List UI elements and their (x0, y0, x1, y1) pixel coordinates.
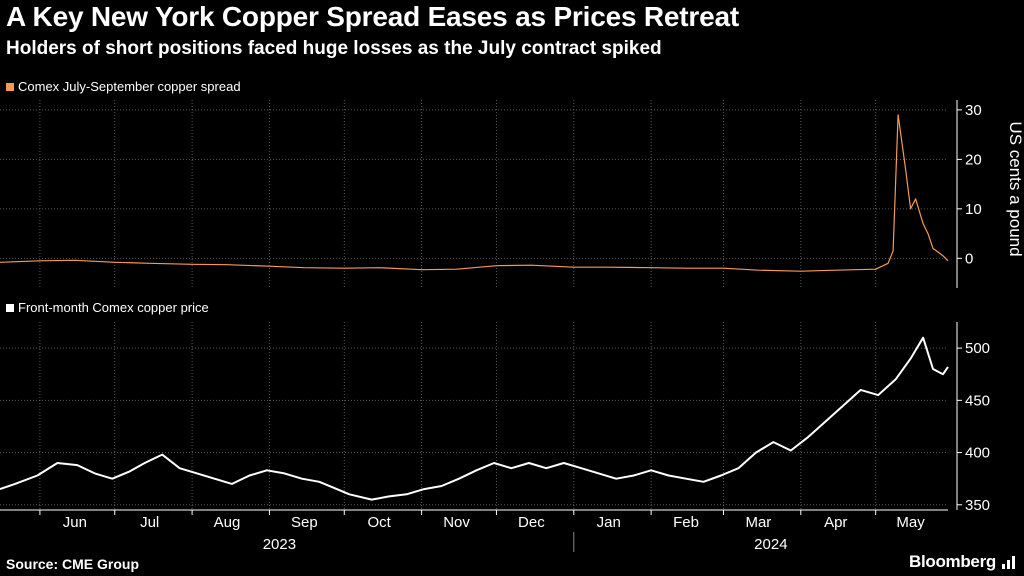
legend-spread-label: Comex July-September copper spread (18, 79, 241, 94)
x-month-label: Jan (597, 514, 621, 531)
y-tick-label: 0 (965, 250, 973, 267)
y-tick-label: 30 (965, 102, 982, 119)
spread-series-line (0, 114, 949, 272)
x-month-label: Nov (443, 514, 470, 531)
y-tick-label: 400 (965, 445, 990, 462)
y-tick-label: 350 (965, 497, 990, 514)
chart-subtitle: Holders of short positions faced huge lo… (6, 38, 662, 59)
y-tick-label: 500 (965, 340, 990, 357)
x-month-label: Dec (518, 514, 545, 531)
x-month-label: Mar (745, 514, 771, 531)
x-year-label: 2023 (263, 536, 296, 553)
legend-spread-swatch (6, 82, 14, 91)
x-month-label: Sep (291, 514, 318, 531)
x-month-label: Jun (63, 514, 87, 531)
x-month-label: Feb (673, 514, 699, 531)
x-month-label: May (896, 514, 925, 531)
bloomberg-icon (1002, 556, 1015, 569)
legend-price-label: Front-month Comex copper price (18, 300, 209, 315)
brand-logo-text: Bloomberg (908, 552, 996, 571)
legend-price-swatch (6, 303, 14, 312)
legend-spread: Comex July-September copper spread (6, 79, 241, 94)
x-month-label: Jul (140, 514, 159, 531)
legend-price: Front-month Comex copper price (6, 300, 209, 315)
y-tick-label: 450 (965, 392, 990, 409)
chart-title: A Key New York Copper Spread Eases as Pr… (6, 1, 739, 32)
price-series-line (0, 336, 949, 501)
x-year-label: 2024 (754, 536, 787, 553)
y-axis-label: US cents a pound (1006, 121, 1024, 256)
source-note: Source: CME Group (6, 556, 140, 572)
x-month-label: Aug (214, 514, 241, 531)
y-tick-label: 20 (965, 151, 982, 168)
x-month-label: Oct (368, 514, 392, 531)
y-tick-label: 10 (965, 201, 982, 218)
x-month-label: Apr (824, 514, 847, 531)
